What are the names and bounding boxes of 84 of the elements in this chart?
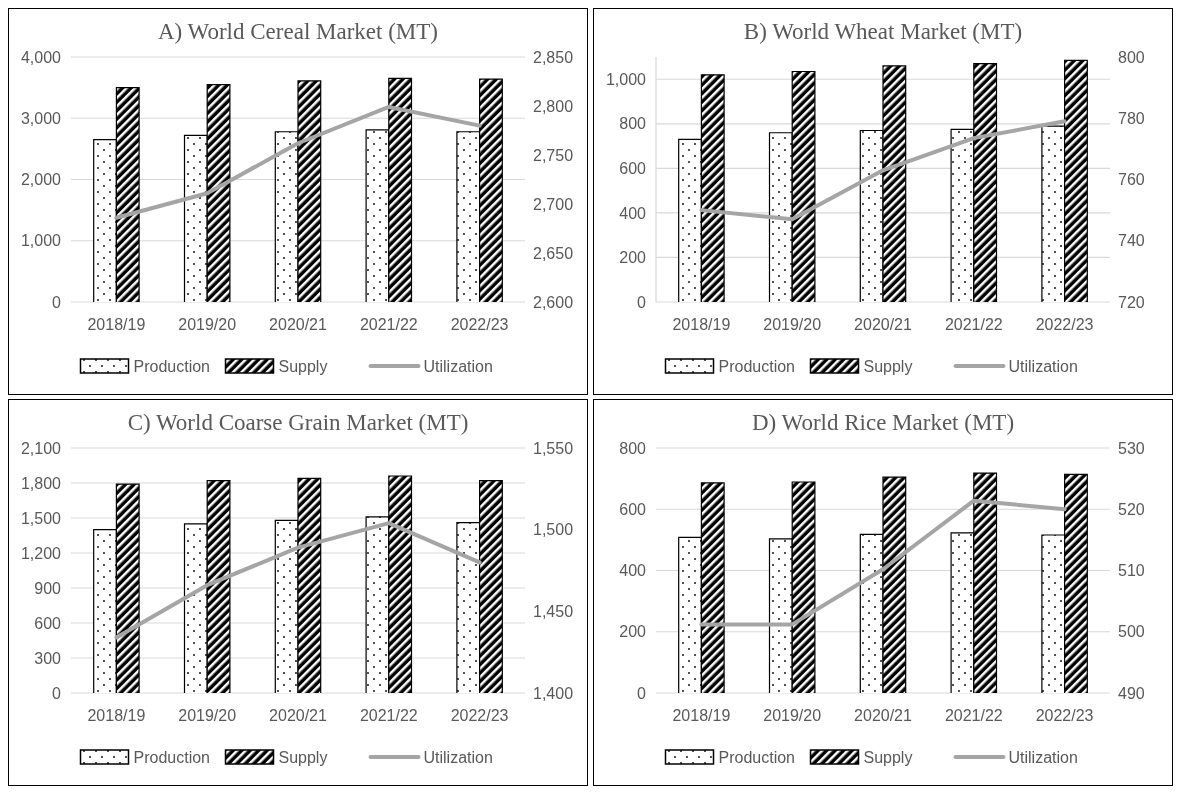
x-tick-label: 2022/23 [1035, 316, 1094, 333]
y-tick-label: 600 [619, 500, 647, 518]
y2-tick-label: 800 [1118, 48, 1145, 66]
y-tick-label: 4,000 [20, 48, 62, 66]
x-tick-label: 2022/23 [1035, 707, 1094, 724]
line-series [699, 498, 1067, 627]
x-tick-label: 2021/22 [359, 316, 418, 333]
x-tick-label: 2021/22 [359, 707, 418, 724]
x-tick-label: 2018/19 [672, 707, 731, 724]
y-tick-label: 0 [52, 684, 62, 702]
y-tick-label: 1,800 [20, 474, 62, 492]
chart-title: B) World Wheat Market (MT) [743, 19, 1023, 44]
legend-label: Utilization [423, 357, 493, 375]
x-tick-label: 2018/19 [87, 707, 146, 724]
line-series [114, 104, 482, 220]
x-tick-label: 2019/20 [178, 316, 237, 333]
y2-tick-label: 720 [1118, 293, 1145, 311]
y-tick-label: 0 [637, 684, 647, 702]
y-tick-label: 800 [619, 115, 647, 133]
y-tick-label: 600 [619, 159, 647, 177]
line-series [114, 521, 482, 640]
y-tick-label: 1,000 [605, 70, 647, 88]
chart-title: C) World Coarse Grain Market (MT) [127, 410, 469, 435]
y-tick-label: 3,000 [20, 109, 62, 127]
x-tick-label: 2020/21 [854, 316, 913, 333]
x-tick-label: 2021/22 [944, 316, 1003, 333]
x-tick-label: 2022/23 [450, 707, 509, 724]
y2-tick-label: 2,650 [533, 244, 574, 262]
legend-label: Production [718, 357, 795, 375]
y-tick-label: 2,000 [20, 171, 62, 189]
y-tick-label: 0 [637, 293, 647, 311]
y2-tick-label: 500 [1118, 623, 1145, 641]
x-tick-label: 2021/22 [944, 707, 1003, 724]
legend-label: Production [718, 748, 795, 766]
y-tick-label: 200 [619, 249, 647, 267]
x-tick-label: 2019/20 [763, 707, 822, 724]
y-tick-label: 1,200 [20, 544, 62, 562]
y2-tick-label: 780 [1118, 109, 1145, 127]
chart-title: A) World Cereal Market (MT) [157, 19, 439, 44]
y2-tick-label: 2,850 [533, 48, 574, 66]
y-tick-label: 800 [619, 439, 647, 457]
y2-tick-label: 1,500 [533, 521, 574, 539]
y-tick-label: 1,000 [20, 232, 62, 250]
y2-tick-label: 490 [1118, 684, 1145, 702]
y2-tick-label: 2,750 [533, 146, 574, 164]
x-tick-label: 2020/21 [269, 707, 328, 724]
y-tick-label: 0 [52, 293, 62, 311]
y2-tick-label: 1,450 [533, 602, 574, 620]
y2-tick-label: 520 [1118, 500, 1145, 518]
y2-tick-label: 760 [1118, 171, 1145, 189]
y2-tick-label: 530 [1118, 439, 1145, 457]
y2-tick-label: 1,400 [533, 684, 574, 702]
legend-label: Supply [863, 357, 913, 375]
y2-tick-label: 510 [1118, 562, 1145, 580]
chart-title: D) World Rice Market (MT) [751, 410, 1015, 435]
y-tick-label: 200 [619, 623, 647, 641]
x-tick-label: 2019/20 [763, 316, 822, 333]
y-tick-label: 600 [34, 614, 62, 632]
y-tick-label: 400 [619, 562, 647, 580]
legend-label: Supply [278, 748, 328, 766]
legend-label: Supply [278, 357, 328, 375]
y2-tick-label: 740 [1118, 232, 1145, 250]
x-tick-label: 2018/19 [87, 316, 146, 333]
line-series [699, 119, 1067, 222]
y2-tick-label: 2,700 [533, 195, 574, 213]
legend-label: Production [133, 748, 210, 766]
legend-label: Supply [863, 748, 913, 766]
legend-label: Production [133, 357, 210, 375]
y-tick-label: 900 [34, 579, 62, 597]
x-tick-label: 2022/23 [450, 316, 509, 333]
legend-label: Utilization [1008, 357, 1078, 375]
legend-label: Utilization [1008, 748, 1078, 766]
y-tick-label: 1,500 [20, 509, 62, 527]
y2-tick-label: 2,800 [533, 97, 574, 115]
x-tick-label: 2020/21 [269, 316, 328, 333]
x-tick-label: 2019/20 [178, 707, 237, 724]
y2-tick-label: 2,600 [533, 293, 574, 311]
y2-tick-label: 1,550 [533, 439, 574, 457]
y-tick-label: 2,100 [20, 439, 62, 457]
y-tick-label: 400 [619, 204, 647, 222]
y-tick-label: 300 [34, 649, 62, 667]
legend-label: Utilization [423, 748, 493, 766]
x-tick-label: 2018/19 [672, 316, 731, 333]
x-tick-label: 2020/21 [854, 707, 913, 724]
